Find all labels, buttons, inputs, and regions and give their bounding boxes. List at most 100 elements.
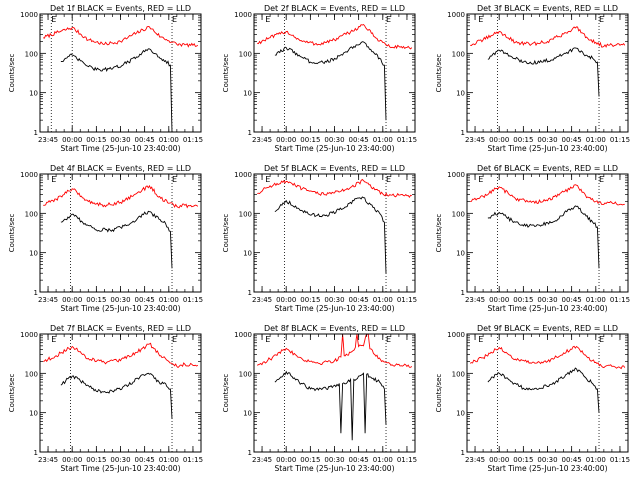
y-tick-label: 10 — [243, 410, 252, 418]
y-tick-label: 1000 — [234, 331, 252, 339]
y-axis-label: Counts/sec — [8, 374, 16, 413]
plot-frame — [253, 13, 416, 133]
y-tick-label: 1000 — [234, 171, 252, 179]
x-tick-label: 01:00 — [159, 456, 179, 464]
x-tick-label: 00:30 — [324, 456, 344, 464]
x-tick-label: 00:00 — [489, 136, 509, 144]
event-marker-label: E — [265, 335, 270, 344]
x-tick-label: 00:30 — [324, 136, 344, 144]
x-tick-label: 00:30 — [110, 136, 130, 144]
event-marker-label: E — [386, 335, 391, 344]
x-tick-label: 00:15 — [86, 296, 106, 304]
series-line-events — [60, 48, 173, 133]
y-tick-label: 1000 — [234, 11, 252, 19]
x-axis-label: Start Time (25-Jun-10 23:40:00) — [488, 304, 608, 313]
series-line-events — [274, 41, 387, 121]
y-tick-label: 1000 — [447, 331, 465, 339]
y-tick-label: 10 — [243, 250, 252, 258]
y-tick-label: 1 — [34, 289, 38, 297]
x-tick-label: 23:45 — [465, 456, 485, 464]
plot-frame — [466, 13, 629, 133]
y-axis-label: Counts/sec — [222, 214, 230, 253]
y-tick-label: 1 — [34, 129, 38, 137]
series-line-lld — [470, 184, 625, 206]
x-tick-label: 01:15 — [610, 296, 630, 304]
y-tick-label: 1000 — [447, 171, 465, 179]
x-axis-label: Start Time (25-Jun-10 23:40:00) — [275, 464, 395, 473]
event-marker-label: E — [478, 335, 483, 344]
y-tick-label: 1 — [248, 289, 252, 297]
panel-title: Det 2f BLACK = Events, RED = LLD — [264, 4, 405, 13]
x-tick-label: 00:00 — [489, 456, 509, 464]
x-tick-label: 01:15 — [183, 136, 203, 144]
series-line-lld — [256, 333, 413, 368]
y-tick-label: 10 — [456, 410, 465, 418]
panel-title: Det 1f BLACK = Events, RED = LLD — [50, 4, 191, 13]
y-tick-label: 10 — [456, 250, 465, 258]
x-tick-label: 00:45 — [135, 136, 155, 144]
series-line-events — [487, 205, 600, 269]
x-tick-label: 00:00 — [62, 136, 82, 144]
x-tick-label: 01:15 — [397, 296, 417, 304]
x-tick-label: 00:30 — [537, 456, 557, 464]
series-line-lld — [43, 184, 199, 209]
series-line-lld — [43, 342, 199, 369]
y-axis-label: Counts/sec — [435, 214, 443, 253]
x-tick-label: 23:45 — [465, 296, 485, 304]
x-tick-label: 00:30 — [537, 296, 557, 304]
y-tick-label: 100 — [25, 50, 38, 58]
x-tick-label: 23:45 — [38, 136, 58, 144]
x-tick-label: 00:45 — [349, 136, 369, 144]
y-tick-label: 1000 — [20, 331, 38, 339]
panel-title: Det 6f BLACK = Events, RED = LLD — [477, 164, 618, 173]
series-line-events — [274, 196, 387, 274]
y-axis-label: Counts/sec — [222, 54, 230, 93]
event-marker-label: E — [265, 15, 270, 24]
y-tick-label: 10 — [243, 90, 252, 98]
x-tick-label: 01:00 — [159, 296, 179, 304]
y-tick-label: 100 — [25, 210, 38, 218]
series-line-events — [60, 210, 173, 269]
y-tick-label: 10 — [29, 90, 38, 98]
series-line-lld — [257, 23, 413, 50]
x-tick-label: 00:15 — [513, 296, 533, 304]
y-tick-label: 100 — [452, 50, 465, 58]
event-marker-label: E — [599, 15, 604, 24]
x-tick-label: 01:00 — [586, 296, 606, 304]
x-tick-label: 00:15 — [86, 456, 106, 464]
panel-title: Det 4f BLACK = Events, RED = LLD — [50, 164, 191, 173]
series-line-events — [60, 372, 173, 419]
x-tick-label: 00:45 — [562, 456, 582, 464]
x-tick-label: 23:45 — [38, 296, 58, 304]
x-tick-label: 23:45 — [465, 136, 485, 144]
plot-frame — [39, 333, 202, 453]
panel-3: Det 3f BLACK = Events, RED = LLD E E 1 10 100… — [435, 4, 630, 153]
y-tick-label: 100 — [239, 50, 252, 58]
plot-frame — [39, 13, 202, 133]
y-tick-label: 1000 — [447, 11, 465, 19]
event-marker-label: E — [172, 175, 177, 184]
x-tick-label: 01:00 — [586, 456, 606, 464]
panel-title: Det 8f BLACK = Events, RED = LLD — [264, 324, 405, 333]
x-axis-label: Start Time (25-Jun-10 23:40:00) — [275, 144, 395, 153]
event-marker-label: E — [51, 15, 56, 24]
x-tick-label: 00:45 — [562, 296, 582, 304]
x-axis-label: Start Time (25-Jun-10 23:40:00) — [61, 144, 181, 153]
y-tick-label: 10 — [456, 90, 465, 98]
x-axis-label: Start Time (25-Jun-10 23:40:00) — [488, 464, 608, 473]
series-line-lld — [257, 178, 412, 199]
y-tick-label: 100 — [239, 370, 252, 378]
x-tick-label: 00:00 — [276, 296, 296, 304]
y-axis-label: Counts/sec — [435, 54, 443, 93]
panel-title: Det 5f BLACK = Events, RED = LLD — [264, 164, 405, 173]
x-tick-label: 01:15 — [397, 456, 417, 464]
plot-frame — [39, 173, 202, 293]
x-tick-label: 00:15 — [86, 136, 106, 144]
event-marker-label: E — [386, 175, 391, 184]
x-tick-label: 00:45 — [349, 296, 369, 304]
x-tick-label: 00:45 — [135, 456, 155, 464]
x-axis-label: Start Time (25-Jun-10 23:40:00) — [61, 464, 181, 473]
x-tick-label: 01:15 — [610, 136, 630, 144]
panel-title: Det 7f BLACK = Events, RED = LLD — [50, 324, 191, 333]
